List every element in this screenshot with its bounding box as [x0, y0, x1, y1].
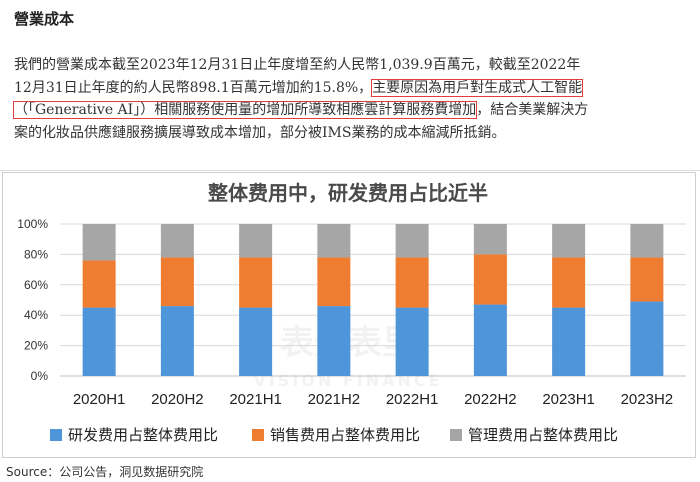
x-tick-label: 2021H1 [229, 391, 282, 408]
chart-title: 整体费用中，研发费用占比近半 [207, 181, 488, 205]
x-tick-label: 2020H1 [73, 391, 126, 408]
text-segment: ，結合美業解決方 [476, 102, 589, 118]
x-tick-label: 2022H1 [386, 391, 439, 408]
bar-segment [317, 306, 351, 376]
legend-label: 销售费用占整体费用比 [270, 426, 420, 444]
bar-segment [630, 257, 664, 302]
source-note: Source：公司公告，洞见数据研究院 [6, 465, 204, 479]
x-tick-label: 2022H2 [464, 391, 517, 408]
bar-segment [473, 304, 507, 376]
bar-segment [160, 257, 194, 307]
bar-segment [552, 257, 586, 308]
bar-segment [552, 307, 586, 376]
document-excerpt: 營業成本 我們的營業成本截至2023年12月31日止年度增至約人民幣1,039.… [0, 0, 700, 175]
bar-segment [630, 301, 664, 376]
legend-swatch [50, 429, 62, 441]
paragraph-line: 我們的營業成本截至2023年12月31日止年度增至約人民幣1,039.9百萬元，… [14, 54, 688, 77]
bar-segment [317, 257, 351, 307]
bar-segment [317, 224, 351, 258]
bar-segment [239, 224, 273, 258]
y-tick-label: 0% [31, 369, 49, 383]
legend-swatch [252, 429, 264, 441]
text-segment: 12月31日止年度的約人民幣898.1百萬元增加約15.8%， [14, 79, 373, 96]
paragraph-line: 12月31日止年度的約人民幣898.1百萬元增加約15.8%，主要原因為用戶對生… [14, 77, 688, 100]
y-tick-label: 40% [24, 308, 48, 322]
bar-segment [395, 257, 429, 308]
bar-segment [630, 224, 664, 258]
x-tick-label: 2020H2 [151, 391, 204, 408]
bar-segment [395, 307, 429, 376]
chart: 表外表里VISION FINANCE整体费用中，研发费用占比近半0%20%40%… [17, 181, 686, 444]
paragraph-line: （「Generative AI」）相關服務使用量的增加所導致相應雲計算服務費增加… [12, 99, 688, 122]
highlighted-text: 主要原因為用戶對生成式人工智能 [371, 78, 584, 97]
y-tick-label: 80% [24, 247, 48, 261]
bar-segment [160, 306, 194, 376]
highlighted-text: （「Generative AI」）相關服務使用量的增加所導致相應雲計算服務費增加 [12, 101, 478, 119]
divider [0, 170, 700, 171]
bar-segment [160, 224, 194, 258]
legend-label: 管理费用占整体费用比 [468, 426, 618, 444]
y-tick-label: 100% [17, 217, 48, 231]
y-tick-label: 60% [24, 278, 48, 292]
legend-swatch [450, 429, 462, 441]
bar-segment [239, 257, 273, 308]
text-segment: 我們的營業成本截至2023年12月31日止年度增至約人民幣1,039.9百萬元，… [14, 57, 581, 73]
bar-segment [239, 307, 273, 376]
bar-segment [82, 260, 116, 308]
legend-label: 研发费用占整体费用比 [68, 426, 218, 444]
x-tick-label: 2021H2 [308, 391, 361, 408]
section-title: 營業成本 [14, 10, 75, 28]
bar-segment [473, 254, 507, 305]
x-tick-label: 2023H2 [621, 391, 674, 408]
text-segment: 案的化妝品供應鏈服務擴展導致成本增加，部分被IMS業務的成本縮減所抵銷。 [14, 124, 506, 141]
paragraph-line: 案的化妝品供應鏈服務擴展導致成本增加，部分被IMS業務的成本縮減所抵銷。 [14, 122, 688, 145]
bar-segment [473, 224, 507, 255]
y-tick-label: 20% [24, 339, 48, 353]
bar-segment [395, 224, 429, 258]
bar-segment [82, 224, 116, 261]
bar-segment [552, 224, 586, 258]
paragraph: 我們的營業成本截至2023年12月31日止年度增至約人民幣1,039.9百萬元，… [12, 54, 688, 145]
bar-segment [82, 307, 116, 376]
x-tick-label: 2023H1 [542, 391, 595, 408]
